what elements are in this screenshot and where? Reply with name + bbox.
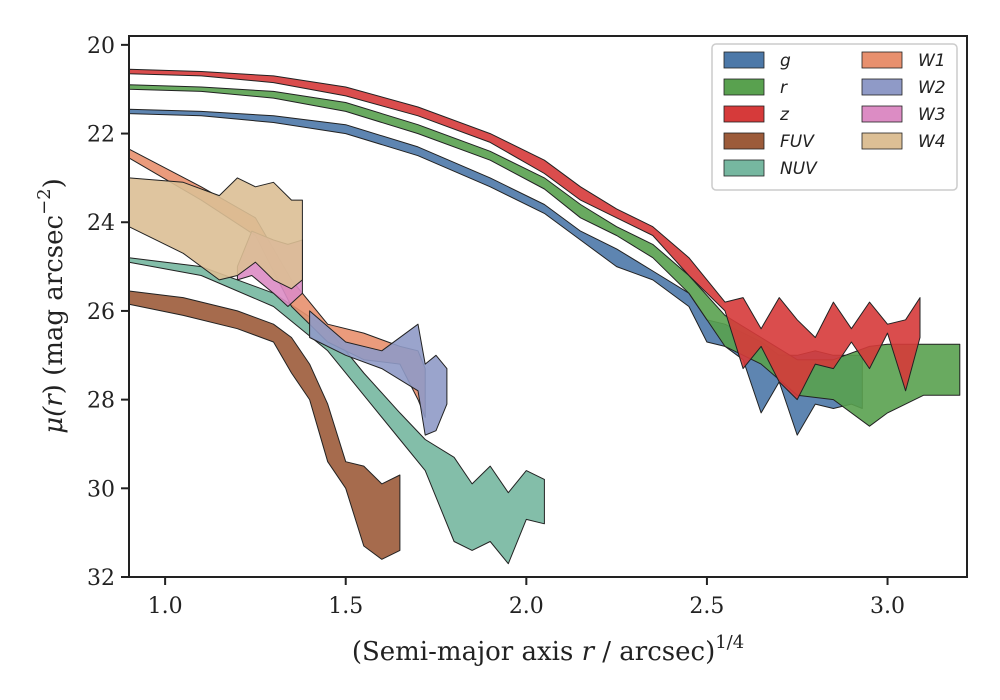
legend: grz FUV NUV W1 W2 W3 W4 <box>711 43 958 191</box>
legend-swatch-w1 <box>861 51 903 69</box>
legend-swatch-g <box>723 51 765 69</box>
legend-label-r: r <box>780 78 788 98</box>
series-band-w4 <box>128 177 303 290</box>
y-axis: 20 22 24 26 28 30 32 <box>87 34 129 591</box>
series-band-z <box>128 68 921 401</box>
y-axis-label: μ(r) (mag arcsec−2) <box>34 178 69 434</box>
legend-label-fuv: FUV <box>780 132 815 152</box>
legend-swatch-z <box>723 105 765 123</box>
legend-swatch-nuv <box>723 159 765 177</box>
y-tick-label: 26 <box>87 300 115 325</box>
series-band-w2 <box>309 310 448 436</box>
y-tick-label: 30 <box>87 477 115 502</box>
legend-label-nuv: NUV <box>780 159 818 179</box>
x-tick-label: 1.5 <box>328 594 363 619</box>
x-tick-label: 2.0 <box>509 594 544 619</box>
y-tick-label: 22 <box>87 123 115 148</box>
legend-label-z: z <box>779 105 790 125</box>
axes-frame <box>128 35 968 578</box>
series-band-fuv <box>128 290 401 560</box>
legend-label-w2: W2 <box>918 78 946 98</box>
legend-swatch-w4 <box>861 132 903 150</box>
x-tick-label: 2.5 <box>689 594 724 619</box>
x-axis-label: (Semi-major axis r / arcsec)1/4 <box>352 632 744 667</box>
legend-swatch-w3 <box>861 105 903 123</box>
plot-area <box>128 68 961 565</box>
series-band-nuv <box>128 257 545 565</box>
legend-label-w3: W3 <box>918 105 946 125</box>
legend-swatch-r <box>723 78 765 96</box>
y-tick-label: 28 <box>87 389 115 414</box>
x-axis: 1.0 1.5 2.0 2.5 3.0 <box>148 577 905 619</box>
legend-swatch-w2 <box>861 78 903 96</box>
legend-label-g: g <box>780 51 791 71</box>
y-tick-label: 20 <box>87 34 115 59</box>
x-tick-label: 3.0 <box>870 594 905 619</box>
legend-label-w4: W4 <box>918 132 946 152</box>
legend-swatch-fuv <box>723 132 765 150</box>
y-tick-label: 32 <box>87 566 115 591</box>
legend-label-w1: W1 <box>918 51 946 71</box>
x-tick-label: 1.0 <box>148 594 183 619</box>
y-tick-label: 24 <box>87 211 115 236</box>
